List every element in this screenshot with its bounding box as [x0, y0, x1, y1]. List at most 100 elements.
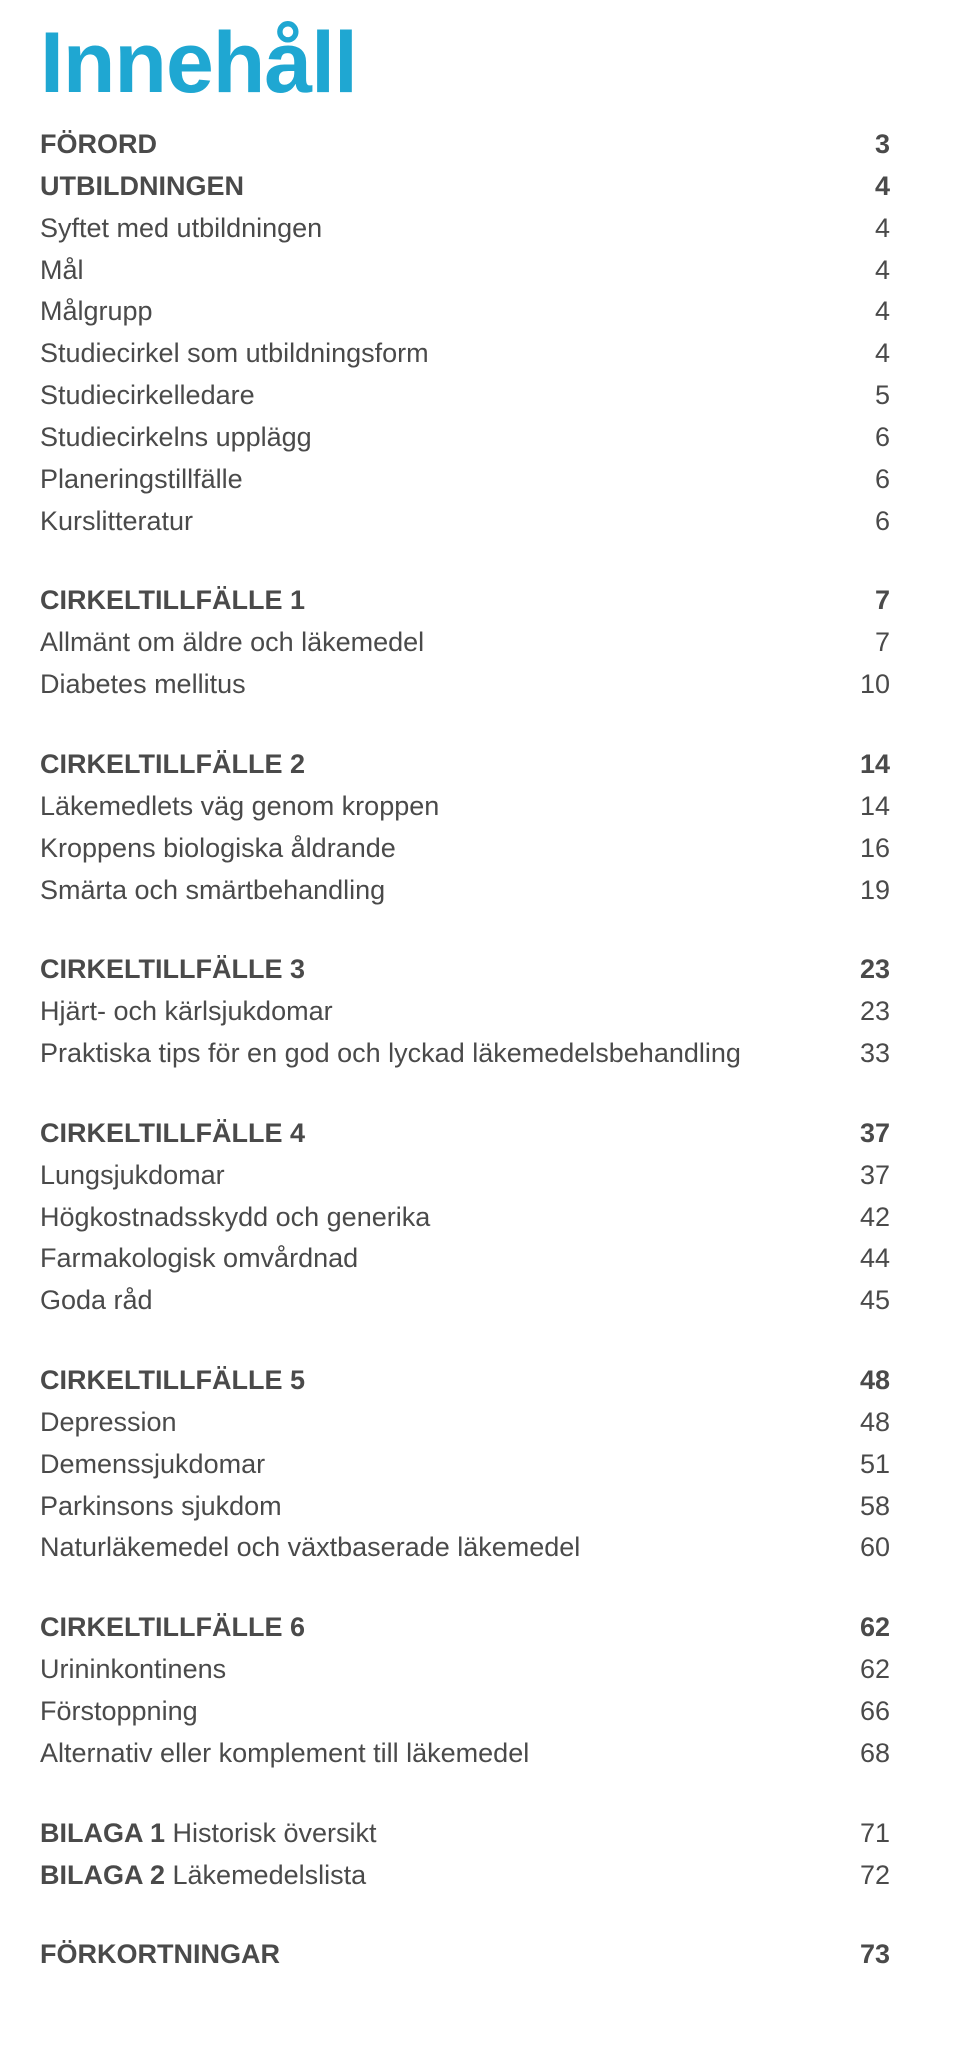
toc-row: Goda råd45: [40, 1280, 890, 1322]
toc-label: FÖRORD: [40, 124, 851, 166]
toc-page-number: 3: [851, 124, 890, 166]
toc-row: Studiecirkelns upplägg6: [40, 417, 890, 459]
toc-label: Målgrupp: [40, 291, 851, 333]
toc-page-number: 42: [836, 1197, 890, 1239]
toc-page-number: 4: [851, 166, 890, 208]
toc-label: FÖRKORTNINGAR: [40, 1934, 836, 1976]
toc-label: CIRKELTILLFÄLLE 6: [40, 1607, 836, 1649]
toc-label: Smärta och smärtbehandling: [40, 870, 836, 912]
toc-row: Studiecirkel som utbildningsform4: [40, 333, 890, 375]
toc-label-rest: Läkemedelslista: [165, 1860, 366, 1890]
toc-row: Demenssjukdomar51: [40, 1444, 890, 1486]
toc-label: Kurslitteratur: [40, 501, 851, 543]
toc-label: CIRKELTILLFÄLLE 5: [40, 1360, 836, 1402]
toc-label-prefix: BILAGA 1: [40, 1818, 165, 1848]
toc-row: Kroppens biologiska åldrande16: [40, 828, 890, 870]
toc-row: Farmakologisk omvårdnad44: [40, 1238, 890, 1280]
toc-page-number: 6: [851, 459, 890, 501]
toc-label: Goda råd: [40, 1280, 836, 1322]
toc-label: Förstoppning: [40, 1691, 836, 1733]
page-title: Innehåll: [40, 20, 890, 106]
toc-row: Mål4: [40, 250, 890, 292]
toc-section: CIRKELTILLFÄLLE 662Urininkontinens62Förs…: [40, 1607, 890, 1774]
toc-label: Studiecirkel som utbildningsform: [40, 333, 851, 375]
toc-label: Studiecirkelns upplägg: [40, 417, 851, 459]
toc-page-number: 19: [836, 870, 890, 912]
toc-row: Läkemedlets väg genom kroppen14: [40, 786, 890, 828]
toc-row: CIRKELTILLFÄLLE 214: [40, 744, 890, 786]
toc-row: Praktiska tips för en god och lyckad läk…: [40, 1033, 890, 1075]
toc-label: UTBILDNINGEN: [40, 166, 851, 208]
toc-row: Diabetes mellitus10: [40, 664, 890, 706]
toc-label: Planeringstillfälle: [40, 459, 851, 501]
toc-label: Lungsjukdomar: [40, 1155, 836, 1197]
toc-page-number: 37: [836, 1113, 890, 1155]
toc-page-number: 7: [851, 622, 890, 664]
toc-page-number: 37: [836, 1155, 890, 1197]
toc-page-number: 60: [836, 1527, 890, 1569]
toc-page-number: 23: [836, 949, 890, 991]
toc-page-number: 6: [851, 501, 890, 543]
toc-label: CIRKELTILLFÄLLE 1: [40, 580, 851, 622]
toc-page-number: 48: [836, 1360, 890, 1402]
toc-label: BILAGA 1 Historisk översikt: [40, 1813, 836, 1855]
toc-label: Läkemedlets väg genom kroppen: [40, 786, 836, 828]
toc-row: Allmänt om äldre och läkemedel7: [40, 622, 890, 664]
toc-row: BILAGA 1 Historisk översikt71: [40, 1813, 890, 1855]
toc-label: Syftet med utbildningen: [40, 208, 851, 250]
toc-label: Demenssjukdomar: [40, 1444, 836, 1486]
toc-row: Parkinsons sjukdom58: [40, 1486, 890, 1528]
toc-page-number: 4: [851, 291, 890, 333]
toc-label: CIRKELTILLFÄLLE 3: [40, 949, 836, 991]
toc-row: Urininkontinens62: [40, 1649, 890, 1691]
toc-row: Alternativ eller komplement till läkemed…: [40, 1733, 890, 1775]
toc-page-number: 4: [851, 208, 890, 250]
toc-row: Lungsjukdomar37: [40, 1155, 890, 1197]
toc-label: CIRKELTILLFÄLLE 2: [40, 744, 836, 786]
toc-page-number: 71: [836, 1813, 890, 1855]
toc-page-number: 44: [836, 1238, 890, 1280]
toc-section: CIRKELTILLFÄLLE 548Depression48Demenssju…: [40, 1360, 890, 1569]
toc-section: FÖRKORTNINGAR73: [40, 1934, 890, 1976]
toc-row: CIRKELTILLFÄLLE 662: [40, 1607, 890, 1649]
toc-page-number: 4: [851, 250, 890, 292]
toc-row: CIRKELTILLFÄLLE 323: [40, 949, 890, 991]
toc-section: CIRKELTILLFÄLLE 323Hjärt- och kärlsjukdo…: [40, 949, 890, 1075]
toc-page-number: 7: [851, 580, 890, 622]
toc-page-number: 10: [836, 664, 890, 706]
toc-page-number: 23: [836, 991, 890, 1033]
toc-row: UTBILDNINGEN4: [40, 166, 890, 208]
toc-row: FÖRKORTNINGAR73: [40, 1934, 890, 1976]
toc-label: Urininkontinens: [40, 1649, 836, 1691]
toc-section: BILAGA 1 Historisk översikt71BILAGA 2 Lä…: [40, 1813, 890, 1897]
toc-page-number: 62: [836, 1607, 890, 1649]
toc-label: Diabetes mellitus: [40, 664, 836, 706]
toc-section: FÖRORD3UTBILDNINGEN4Syftet med utbildnin…: [40, 124, 890, 542]
toc-row: Kurslitteratur6: [40, 501, 890, 543]
toc-label: Alternativ eller komplement till läkemed…: [40, 1733, 836, 1775]
toc-page-number: 68: [836, 1733, 890, 1775]
toc-row: Naturläkemedel och växtbaserade läkemede…: [40, 1527, 890, 1569]
toc-row: BILAGA 2 Läkemedelslista72: [40, 1855, 890, 1897]
toc-label-rest: Historisk översikt: [165, 1818, 377, 1848]
toc-page-number: 66: [836, 1691, 890, 1733]
toc-page-number: 58: [836, 1486, 890, 1528]
toc-page-number: 33: [836, 1033, 890, 1075]
toc-label: Hjärt- och kärlsjukdomar: [40, 991, 836, 1033]
toc-label: Farmakologisk omvårdnad: [40, 1238, 836, 1280]
toc-page-number: 16: [836, 828, 890, 870]
toc-label: Depression: [40, 1402, 836, 1444]
toc-page-number: 4: [851, 333, 890, 375]
toc-page-number: 5: [851, 375, 890, 417]
toc-row: CIRKELTILLFÄLLE 437: [40, 1113, 890, 1155]
toc-row: Syftet med utbildningen4: [40, 208, 890, 250]
toc-page-number: 73: [836, 1934, 890, 1976]
toc-label: Högkostnadsskydd och generika: [40, 1197, 836, 1239]
toc-label: Parkinsons sjukdom: [40, 1486, 836, 1528]
toc-label: Kroppens biologiska åldrande: [40, 828, 836, 870]
toc-row: Planeringstillfälle6: [40, 459, 890, 501]
toc-label: BILAGA 2 Läkemedelslista: [40, 1855, 836, 1897]
toc-section: CIRKELTILLFÄLLE 214Läkemedlets väg genom…: [40, 744, 890, 911]
toc-page-number: 14: [836, 744, 890, 786]
toc-label: Praktiska tips för en god och lyckad läk…: [40, 1033, 836, 1075]
